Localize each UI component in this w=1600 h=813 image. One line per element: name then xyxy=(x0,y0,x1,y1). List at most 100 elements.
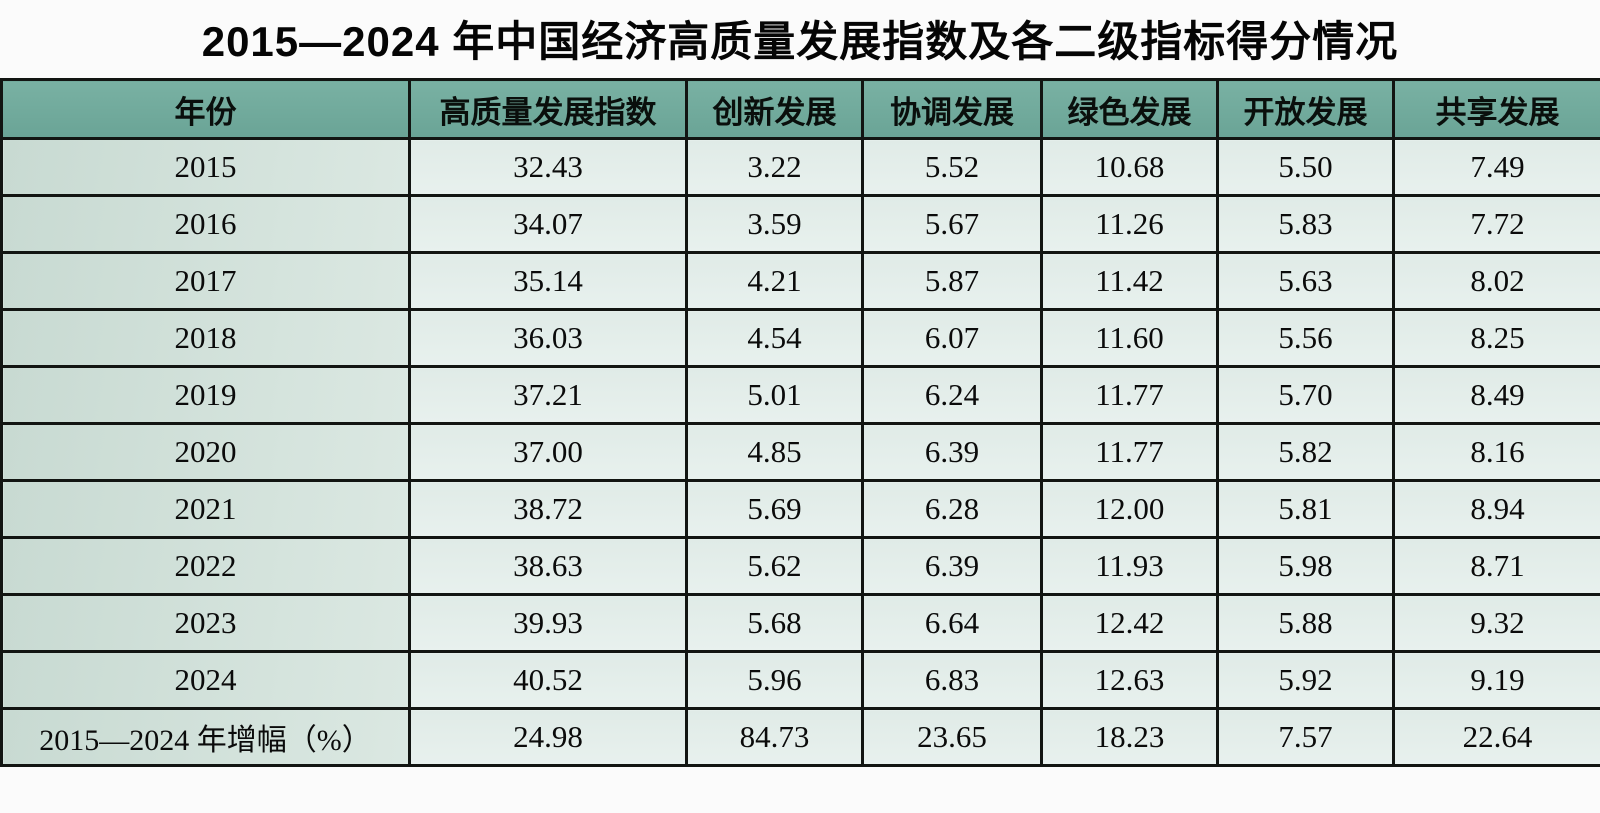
table-row: 2018 36.03 4.54 6.07 11.60 5.56 8.25 xyxy=(0,308,1600,368)
value-cell: 4.54 xyxy=(685,308,864,368)
header-innovation: 创新发展 xyxy=(685,78,864,140)
table-row: 2016 34.07 3.59 5.67 11.26 5.83 7.72 xyxy=(0,194,1600,254)
value-cell: 8.02 xyxy=(1392,251,1600,311)
value-cell: 38.63 xyxy=(408,536,688,596)
year-cell: 2015—2024 年增幅（%） xyxy=(0,707,411,767)
value-cell: 7.72 xyxy=(1392,194,1600,254)
value-cell: 5.70 xyxy=(1216,365,1395,425)
value-cell: 8.94 xyxy=(1392,479,1600,539)
value-cell: 12.00 xyxy=(1040,479,1219,539)
value-cell: 18.23 xyxy=(1040,707,1219,767)
header-hq-index: 高质量发展指数 xyxy=(408,78,688,140)
value-cell: 6.24 xyxy=(861,365,1043,425)
value-cell: 11.77 xyxy=(1040,422,1219,482)
table-row: 2024 40.52 5.96 6.83 12.63 5.92 9.19 xyxy=(0,650,1600,710)
value-cell: 10.68 xyxy=(1040,137,1219,197)
value-cell: 6.28 xyxy=(861,479,1043,539)
header-openness: 开放发展 xyxy=(1216,78,1395,140)
year-cell: 2024 xyxy=(0,650,411,710)
value-cell: 12.42 xyxy=(1040,593,1219,653)
value-cell: 8.16 xyxy=(1392,422,1600,482)
value-cell: 6.07 xyxy=(861,308,1043,368)
header-coordination: 协调发展 xyxy=(861,78,1043,140)
year-cell: 2020 xyxy=(0,422,411,482)
table-row: 2023 39.93 5.68 6.64 12.42 5.88 9.32 xyxy=(0,593,1600,653)
value-cell: 5.50 xyxy=(1216,137,1395,197)
value-cell: 12.63 xyxy=(1040,650,1219,710)
value-cell: 5.83 xyxy=(1216,194,1395,254)
table-row: 2021 38.72 5.69 6.28 12.00 5.81 8.94 xyxy=(0,479,1600,539)
value-cell: 5.63 xyxy=(1216,251,1395,311)
header-year: 年份 xyxy=(0,78,411,140)
value-cell: 5.01 xyxy=(685,365,864,425)
year-cell: 2019 xyxy=(0,365,411,425)
table-row: 2019 37.21 5.01 6.24 11.77 5.70 8.49 xyxy=(0,365,1600,425)
value-cell: 24.98 xyxy=(408,707,688,767)
value-cell: 11.93 xyxy=(1040,536,1219,596)
value-cell: 11.60 xyxy=(1040,308,1219,368)
value-cell: 5.56 xyxy=(1216,308,1395,368)
value-cell: 5.92 xyxy=(1216,650,1395,710)
score-table: 年份 高质量发展指数 创新发展 协调发展 绿色发展 开放发展 共享发展 2015… xyxy=(0,78,1600,767)
table-row: 2015 32.43 3.22 5.52 10.68 5.50 7.49 xyxy=(0,137,1600,197)
value-cell: 8.71 xyxy=(1392,536,1600,596)
page-title: 2015—2024 年中国经济高质量发展指数及各二级指标得分情况 xyxy=(201,18,1399,65)
value-cell: 5.98 xyxy=(1216,536,1395,596)
header-row: 年份 高质量发展指数 创新发展 协调发展 绿色发展 开放发展 共享发展 xyxy=(0,78,1600,140)
value-cell: 11.77 xyxy=(1040,365,1219,425)
value-cell: 39.93 xyxy=(408,593,688,653)
value-cell: 7.49 xyxy=(1392,137,1600,197)
value-cell: 5.52 xyxy=(861,137,1043,197)
value-cell: 6.39 xyxy=(861,536,1043,596)
table-row: 2020 37.00 4.85 6.39 11.77 5.82 8.16 xyxy=(0,422,1600,482)
table-body: 2015 32.43 3.22 5.52 10.68 5.50 7.49 2016 34.07 3… xyxy=(0,137,1600,767)
value-cell: 7.57 xyxy=(1216,707,1395,767)
value-cell: 11.42 xyxy=(1040,251,1219,311)
value-cell: 3.59 xyxy=(685,194,864,254)
value-cell: 5.88 xyxy=(1216,593,1395,653)
value-cell: 40.52 xyxy=(408,650,688,710)
value-cell: 4.85 xyxy=(685,422,864,482)
value-cell: 4.21 xyxy=(685,251,864,311)
year-cell: 2022 xyxy=(0,536,411,596)
value-cell: 5.82 xyxy=(1216,422,1395,482)
header-sharing: 共享发展 xyxy=(1392,78,1600,140)
value-cell: 5.67 xyxy=(861,194,1043,254)
value-cell: 6.39 xyxy=(861,422,1043,482)
value-cell: 9.19 xyxy=(1392,650,1600,710)
value-cell: 3.22 xyxy=(685,137,864,197)
value-cell: 32.43 xyxy=(408,137,688,197)
value-cell: 34.07 xyxy=(408,194,688,254)
value-cell: 8.49 xyxy=(1392,365,1600,425)
value-cell: 35.14 xyxy=(408,251,688,311)
value-cell: 23.65 xyxy=(861,707,1043,767)
year-cell: 2017 xyxy=(0,251,411,311)
table-row: 2017 35.14 4.21 5.87 11.42 5.63 8.02 xyxy=(0,251,1600,311)
year-cell: 2016 xyxy=(0,194,411,254)
summary-row: 2015—2024 年增幅（%） 24.98 84.73 23.65 18.23 7.57… xyxy=(0,707,1600,767)
value-cell: 38.72 xyxy=(408,479,688,539)
value-cell: 6.64 xyxy=(861,593,1043,653)
value-cell: 84.73 xyxy=(685,707,864,767)
table-row: 2022 38.63 5.62 6.39 11.93 5.98 8.71 xyxy=(0,536,1600,596)
value-cell: 36.03 xyxy=(408,308,688,368)
value-cell: 9.32 xyxy=(1392,593,1600,653)
header-green: 绿色发展 xyxy=(1040,78,1219,140)
value-cell: 5.87 xyxy=(861,251,1043,311)
year-cell: 2021 xyxy=(0,479,411,539)
value-cell: 22.64 xyxy=(1392,707,1600,767)
value-cell: 37.21 xyxy=(408,365,688,425)
year-cell: 2018 xyxy=(0,308,411,368)
value-cell: 8.25 xyxy=(1392,308,1600,368)
value-cell: 5.62 xyxy=(685,536,864,596)
value-cell: 11.26 xyxy=(1040,194,1219,254)
year-cell: 2023 xyxy=(0,593,411,653)
value-cell: 5.96 xyxy=(685,650,864,710)
value-cell: 5.69 xyxy=(685,479,864,539)
value-cell: 5.68 xyxy=(685,593,864,653)
value-cell: 37.00 xyxy=(408,422,688,482)
value-cell: 5.81 xyxy=(1216,479,1395,539)
year-cell: 2015 xyxy=(0,137,411,197)
value-cell: 6.83 xyxy=(861,650,1043,710)
